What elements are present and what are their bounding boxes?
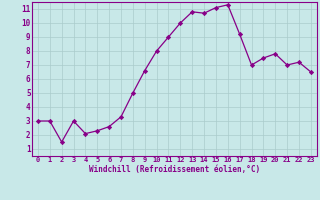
X-axis label: Windchill (Refroidissement éolien,°C): Windchill (Refroidissement éolien,°C): [89, 165, 260, 174]
